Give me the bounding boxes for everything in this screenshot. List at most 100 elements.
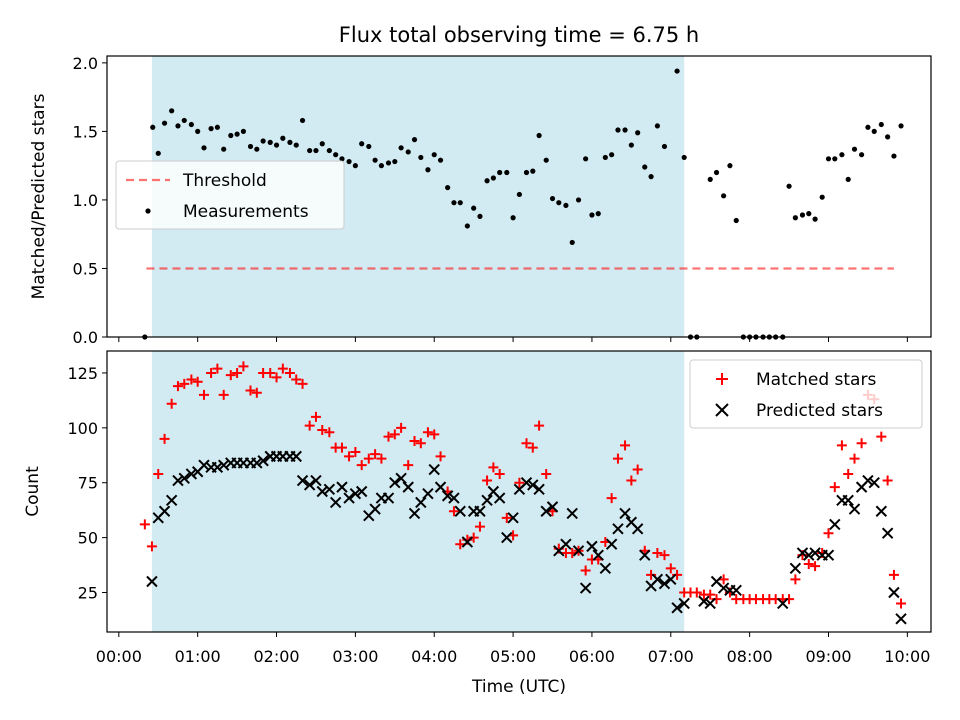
measurement-point	[530, 168, 536, 174]
measurement-point	[589, 212, 595, 218]
measurement-point	[287, 139, 293, 145]
matched-star-point	[415, 438, 426, 449]
predicted-star-point	[639, 549, 651, 561]
measurement-point	[786, 183, 792, 189]
matched-star-point	[659, 550, 670, 561]
predicted-star-point	[146, 575, 158, 588]
matched-star-point	[225, 370, 236, 381]
measurement-point	[595, 211, 601, 217]
matched-star-point	[468, 532, 479, 543]
predicted-star-point	[678, 597, 690, 610]
measurement-point	[642, 164, 648, 170]
predicted-star-point	[809, 547, 821, 559]
matched-star-point	[166, 398, 177, 409]
measurement-point	[713, 169, 720, 176]
legend-measurement-label: Measurements	[183, 202, 309, 222]
predicted-star-point	[631, 523, 644, 535]
predicted-star-point	[540, 505, 552, 517]
x-tick-label: 03:00	[332, 647, 378, 666]
measurement-point	[161, 120, 168, 126]
predicted-star-point	[349, 487, 362, 500]
axes-frame	[106, 350, 932, 633]
measurement-point	[234, 131, 240, 137]
chart-title: Flux total observing time = 6.75 h	[339, 23, 699, 47]
matched-star-point	[882, 475, 893, 486]
measurement-point	[628, 142, 634, 148]
measurement-point	[201, 145, 207, 151]
predicted-star-point	[158, 505, 171, 517]
predicted-star-point	[251, 457, 263, 469]
matched-star-point	[422, 427, 433, 438]
predicted-star-point	[658, 577, 671, 590]
predicted-star-point	[395, 472, 407, 485]
x-axis-label: Time (UTC)	[471, 677, 566, 697]
predicted-star-point	[789, 562, 802, 575]
measurement-point	[359, 141, 365, 147]
ratio-panel: 0.0 0.5 1.0 1.5 2.0 Matched/Predicted stars Th…	[29, 54, 932, 347]
measurement-point	[819, 194, 825, 200]
matched-star-point	[429, 429, 440, 440]
predicted-star-point	[422, 487, 434, 500]
predicted-star-point	[803, 549, 815, 561]
predicted-star-point	[704, 597, 716, 610]
measurement-point	[366, 143, 372, 150]
measurement-point	[471, 205, 477, 211]
y-tick-label: 75	[78, 474, 98, 493]
measurement-point	[721, 193, 727, 199]
predicted-star-point	[501, 531, 513, 544]
measurement-point	[346, 158, 352, 165]
measurement-point	[674, 68, 680, 74]
predicted-star-point	[572, 545, 585, 557]
measurement-point	[806, 211, 812, 217]
matched-star-point	[646, 569, 657, 580]
measurement-point	[372, 157, 378, 163]
legend-threshold-label: Threshold	[182, 171, 267, 191]
measurement-point	[602, 154, 608, 161]
measurement-point	[392, 158, 398, 165]
predicted-star-point	[730, 584, 742, 596]
matched-star-point	[810, 561, 821, 572]
matched-star-point	[297, 378, 308, 389]
y-tick-label: 50	[78, 529, 98, 548]
predicted-star-point	[355, 485, 368, 498]
predicted-star-point	[612, 523, 624, 535]
matched-star-point	[626, 475, 637, 486]
predicted-star-point	[717, 582, 730, 594]
predicted-star-point	[382, 492, 395, 504]
matched-star-point	[876, 431, 887, 442]
measurement-point	[885, 134, 891, 140]
measurement-point	[319, 141, 325, 147]
measurement-point	[333, 152, 339, 158]
legend-box	[115, 160, 345, 230]
predicted-star-point	[671, 602, 683, 614]
matched-star-point	[179, 378, 190, 389]
matched-star-point	[232, 367, 243, 378]
measurement-point	[175, 123, 181, 129]
matched-star-point	[652, 547, 663, 558]
predicted-star-point	[323, 483, 336, 496]
predicted-star-point	[527, 479, 539, 491]
predicted-star-point	[619, 507, 631, 520]
matched-star-point	[482, 475, 493, 486]
matched-star-point	[896, 598, 907, 609]
measurement-point	[378, 163, 385, 169]
measurement-point	[851, 146, 858, 152]
count-panel: 25 50 75 100 125 Count 00:00 01:00 02:00 03:00 04:…	[23, 350, 932, 666]
predicted-star-point	[217, 459, 230, 471]
predicted-star-point	[665, 573, 677, 586]
predicted-star-point	[481, 494, 493, 506]
predicted-star-point	[842, 494, 854, 506]
measurement-point	[293, 142, 299, 148]
measurement-point	[865, 124, 871, 130]
predicted-star-point	[402, 481, 414, 493]
matched-star-point	[383, 431, 394, 442]
matched-star-point	[632, 464, 643, 475]
predicted-star-point	[178, 472, 190, 485]
matched-star-point	[784, 594, 795, 605]
predicted-star-point	[579, 582, 592, 594]
matched-star-point	[186, 374, 197, 385]
measurement-point	[385, 160, 392, 166]
matched-star-point	[344, 451, 355, 462]
measurement-point	[405, 149, 411, 155]
